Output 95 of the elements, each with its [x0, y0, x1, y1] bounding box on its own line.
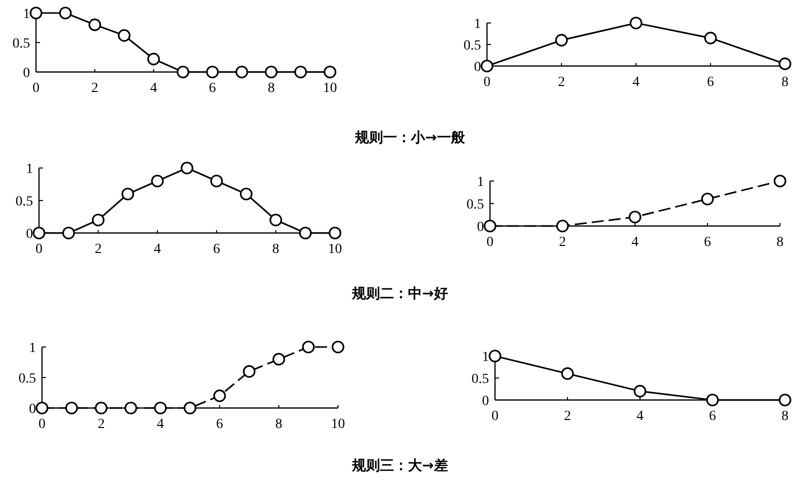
x-tick-label: 4: [636, 409, 644, 424]
y-tick-label: 0.5: [472, 372, 489, 387]
y-tick-label: 0.5: [12, 36, 30, 52]
point: [555, 34, 568, 46]
y-tick-label: 1: [23, 7, 30, 22]
point: [124, 402, 138, 414]
x-tick-label: 4: [156, 417, 164, 432]
point: [272, 352, 286, 366]
y-tick-label: 1: [474, 17, 481, 32]
x-tick-label: 6: [208, 81, 216, 96]
point: [628, 210, 642, 224]
x-tick-label: 2: [94, 242, 102, 257]
point: [634, 384, 646, 398]
x-tick-label: 2: [559, 235, 566, 250]
x-tick-label: 0: [38, 417, 46, 432]
y-tick-label: 1: [482, 350, 489, 365]
y-tick-label: 0: [474, 60, 481, 75]
point: [88, 18, 102, 32]
point: [242, 365, 256, 378]
x-tick-label: 8: [782, 409, 788, 424]
point: [213, 390, 226, 402]
x-tick-label: 10: [323, 81, 337, 96]
x-tick-label: 10: [328, 242, 342, 257]
y-tick-label: 0.5: [18, 372, 36, 386]
point: [270, 214, 282, 226]
y-tick-label: 1: [29, 341, 36, 356]
point: [264, 66, 278, 78]
point: [774, 174, 786, 188]
point: [176, 66, 190, 78]
x-tick-label: 2: [98, 417, 105, 432]
x-tick-label: 4: [150, 81, 158, 96]
point: [206, 66, 219, 78]
point: [147, 52, 160, 66]
point: [701, 192, 714, 206]
point: [484, 220, 496, 232]
point: [240, 188, 252, 200]
y-tick-label: 1: [26, 162, 33, 177]
point: [561, 367, 574, 380]
point: [556, 220, 569, 232]
x-tick-label: 4: [154, 242, 161, 257]
point: [324, 66, 336, 78]
point: [210, 174, 223, 188]
x-tick-label: 4: [632, 75, 640, 90]
point: [778, 394, 792, 406]
point: [30, 6, 42, 20]
point: [332, 340, 344, 354]
x-tick-label: 6: [704, 235, 711, 250]
point: [122, 188, 134, 200]
y-tick-label: 0.5: [466, 198, 484, 212]
y-tick-label: 1: [477, 175, 484, 190]
point: [151, 174, 164, 188]
point: [328, 226, 342, 240]
point: [488, 350, 502, 362]
point: [778, 58, 792, 70]
x-tick-label: 2: [91, 81, 98, 96]
point: [630, 16, 642, 30]
x-tick-label: 8: [268, 81, 275, 96]
point: [180, 162, 194, 174]
point: [65, 402, 78, 414]
x-tick-label: 2: [564, 409, 571, 424]
x-tick-label: 8: [776, 235, 784, 250]
point: [118, 29, 130, 42]
point: [704, 32, 717, 44]
point: [32, 226, 46, 240]
x-tick-label: 8: [275, 417, 282, 432]
point: [94, 402, 108, 414]
x-tick-label: 8: [272, 242, 280, 257]
y-tick-label: 0.5: [16, 194, 33, 210]
point: [236, 66, 248, 78]
point: [154, 402, 167, 414]
text: 规则二：中→好: [351, 286, 448, 302]
point: [59, 6, 72, 20]
point: [706, 394, 719, 406]
point: [184, 402, 196, 414]
x-tick-label: 10: [331, 417, 345, 432]
x-tick-label: 0: [492, 409, 498, 424]
point: [92, 214, 104, 226]
x-tick-label: 4: [632, 235, 638, 250]
y-tick-label: 0: [482, 394, 489, 409]
y-tick-label: 0.5: [464, 38, 481, 54]
point: [36, 402, 48, 414]
x-tick-label: 6: [216, 417, 224, 432]
x-tick-label: 8: [782, 75, 788, 90]
y-tick-label: 0: [477, 220, 484, 235]
point: [302, 340, 315, 354]
x-tick-label: 2: [558, 75, 565, 90]
point: [62, 226, 75, 240]
point: [294, 66, 307, 78]
text: 规则一：小→一般: [354, 130, 466, 146]
x-tick-label: 6: [707, 75, 714, 90]
x-tick-label: 6: [709, 409, 716, 424]
x-tick-label: 6: [213, 242, 220, 257]
text: 规则三：大→差: [351, 458, 448, 474]
point: [299, 226, 312, 240]
point: [480, 60, 494, 72]
